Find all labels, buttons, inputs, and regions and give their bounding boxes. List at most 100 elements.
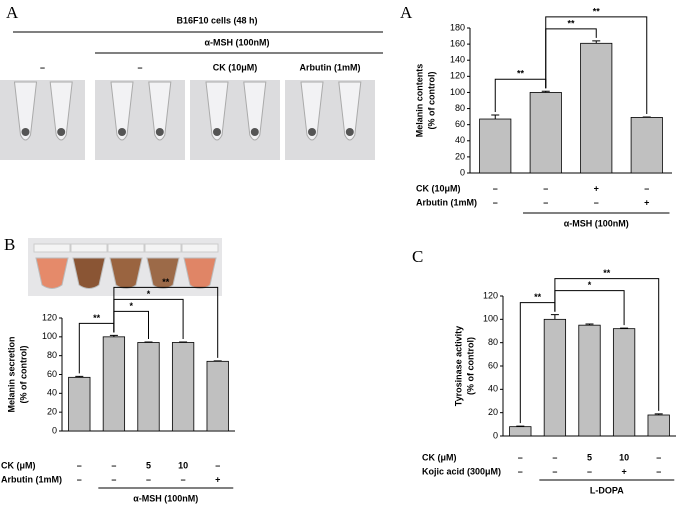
significance-label: * — [147, 289, 151, 299]
pellet — [155, 128, 164, 136]
significance-label: * — [588, 280, 592, 290]
significance-label: ** — [593, 6, 601, 16]
y-tick-label: 40 — [47, 388, 57, 398]
error-bar — [541, 90, 550, 93]
y-tick-label: 160 — [450, 38, 465, 48]
significance-bracket — [113, 286, 219, 358]
bar — [206, 360, 229, 432]
condition-value: + — [594, 183, 599, 193]
y-tick-label: 0 — [493, 430, 498, 440]
y-tick-label: 0 — [460, 167, 465, 177]
pellet — [21, 128, 30, 136]
condition-name: CK (μM) — [1, 460, 36, 470]
error-bar — [550, 314, 559, 320]
significance-bracket — [554, 278, 660, 411]
error-bar — [516, 425, 525, 427]
condition-value: 10 — [178, 460, 188, 470]
y-tick-label: 100 — [42, 331, 57, 341]
tube — [13, 81, 38, 141]
pellet — [250, 128, 259, 136]
condition-value: – — [552, 452, 557, 462]
tube — [49, 81, 73, 141]
photo — [95, 80, 185, 160]
tube — [243, 81, 267, 141]
photo — [190, 80, 280, 160]
condition-value: – — [77, 460, 82, 470]
condition-value: – — [181, 474, 186, 484]
error-bar — [491, 114, 500, 120]
lane-label: Arbutin (1mM) — [300, 62, 361, 72]
tube-cap — [107, 243, 145, 253]
bar — [68, 376, 91, 432]
y-tick-label: 80 — [488, 337, 498, 347]
condition-name: Arbutin (1mM) — [416, 197, 477, 207]
condition-value: – — [215, 460, 220, 470]
bar — [543, 318, 567, 437]
bar — [578, 324, 601, 437]
bar — [630, 117, 663, 174]
y-tick-label: 120 — [450, 71, 465, 81]
y-tick-label: 180 — [450, 22, 465, 32]
significance-label: ** — [162, 277, 170, 287]
bar — [529, 92, 562, 174]
condition-value: – — [587, 466, 592, 476]
y-tick-label: 80 — [47, 350, 57, 360]
condition-name: CK (10μM) — [416, 183, 461, 193]
condition-value: – — [518, 452, 523, 462]
y-tick-label: 80 — [455, 103, 465, 113]
significance-bracket — [545, 16, 648, 115]
y-axis-label: (% of control) — [18, 346, 28, 404]
condition-value: – — [543, 197, 548, 207]
significance-bracket — [113, 310, 149, 340]
y-tick-label: 40 — [488, 384, 498, 394]
condition-value: – — [644, 183, 649, 193]
pellet — [118, 128, 126, 136]
y-tick-label: 60 — [455, 119, 465, 129]
y-axis-label: Melanin secretion — [6, 336, 16, 412]
pellet — [345, 128, 354, 136]
pellet — [308, 128, 316, 136]
significance-label: ** — [93, 313, 101, 323]
tube — [148, 81, 172, 141]
y-tick-label: 120 — [42, 312, 57, 322]
photo — [0, 80, 85, 160]
error-bar — [592, 40, 601, 44]
y-tick-label: 60 — [47, 369, 57, 379]
bar — [580, 42, 613, 174]
bar — [509, 426, 532, 437]
photo-title: B16F10 cells (48 h) — [176, 15, 257, 25]
panel-label: C — [412, 247, 423, 266]
tube — [109, 257, 143, 289]
condition-value: – — [146, 474, 151, 484]
condition-value: – — [552, 466, 557, 476]
y-tick-label: 100 — [483, 314, 498, 324]
error-bar — [109, 334, 118, 337]
tube-cap — [70, 243, 108, 253]
y-axis-label: (% of control) — [465, 337, 475, 395]
condition-value: 10 — [619, 452, 629, 462]
bar — [137, 342, 160, 432]
condition-name: Kojic acid (300μM) — [422, 466, 501, 476]
lane-label: – — [137, 62, 142, 72]
condition-value: – — [656, 466, 661, 476]
bar — [612, 328, 636, 437]
y-axis-label: (% of control) — [426, 72, 436, 130]
condition-name: CK (μM) — [422, 452, 457, 462]
condition-name: Arbutin (1mM) — [1, 474, 62, 484]
group-label: α-MSH (100nM) — [133, 493, 198, 503]
panel-label: B — [4, 235, 15, 254]
condition-value: – — [594, 197, 599, 207]
group-label: α-MSH (100nM) — [564, 218, 629, 228]
tube — [300, 81, 324, 141]
photo — [285, 80, 375, 160]
condition-value: – — [111, 460, 116, 470]
tube — [205, 81, 229, 141]
y-tick-label: 20 — [455, 151, 465, 161]
lane-label: CK (10μM) — [213, 62, 258, 72]
condition-value: – — [493, 197, 498, 207]
y-tick-label: 20 — [488, 407, 498, 417]
panel-label: A — [6, 3, 19, 22]
bar — [479, 118, 512, 174]
tube-cap — [144, 243, 182, 253]
